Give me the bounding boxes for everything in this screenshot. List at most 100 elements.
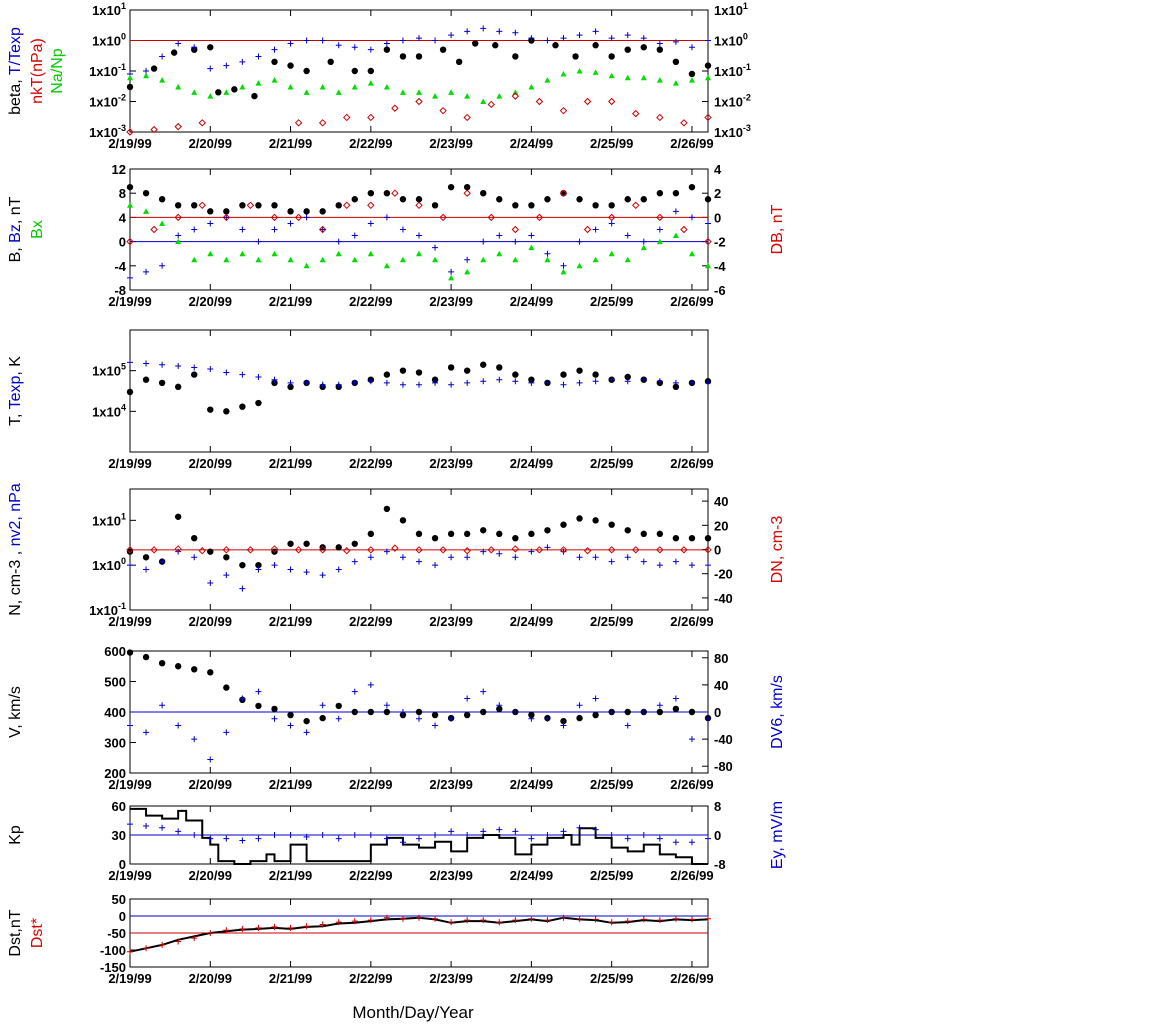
data-point — [319, 381, 326, 388]
data-point — [688, 839, 695, 846]
data-point — [415, 53, 423, 60]
data-point — [656, 708, 664, 716]
data-point — [432, 256, 439, 263]
series-line — [130, 807, 708, 865]
data-point — [207, 835, 214, 842]
data-point — [656, 213, 664, 222]
data-point — [239, 837, 246, 844]
data-point — [447, 530, 455, 538]
y-tick-label: 1x100 — [92, 32, 126, 49]
panel-beta: 2/19/99 2/20/99 2/21/99 2/22/99 2/23/99 2/24/… — [7, 9, 714, 151]
x-tick-label: 2/21/99 — [269, 136, 312, 151]
series-triangle — [127, 202, 711, 281]
data-point — [399, 89, 406, 95]
data-point — [463, 189, 471, 197]
data-point — [127, 722, 133, 729]
data-point — [239, 58, 246, 65]
right-axis-label: DN, cm-3 — [769, 516, 786, 584]
x-tick-label: 2/20/99 — [189, 456, 232, 471]
data-point — [351, 558, 358, 565]
data-point — [560, 381, 567, 388]
data-point — [415, 196, 423, 203]
data-point — [335, 715, 342, 722]
data-point — [688, 70, 696, 78]
x-tick-label: 2/26/99 — [670, 456, 713, 471]
data-point — [576, 68, 583, 74]
data-point — [487, 546, 495, 554]
data-point — [150, 225, 158, 234]
data-point — [544, 832, 551, 838]
data-point — [239, 202, 246, 209]
data-point — [487, 100, 495, 109]
x-tick-label: 2/24/99 — [510, 136, 553, 151]
right-y-tick-label: 1x10-3 — [714, 123, 751, 140]
y-tick-label: -150 — [100, 960, 126, 975]
data-point — [656, 702, 663, 709]
series-diamond — [126, 189, 712, 246]
data-point — [367, 46, 374, 53]
data-point — [672, 915, 679, 922]
data-point — [640, 558, 647, 565]
data-point — [704, 237, 712, 246]
data-point — [231, 86, 238, 93]
x-tick-label: 2/22/99 — [349, 868, 392, 883]
series-plus — [127, 544, 711, 592]
data-point — [592, 69, 599, 75]
data-point — [159, 361, 166, 368]
data-point — [560, 521, 567, 528]
data-point — [463, 530, 471, 538]
data-point — [319, 572, 326, 579]
data-point — [255, 373, 262, 380]
data-point — [608, 72, 615, 79]
right-y-tick-label: 1x101 — [714, 1, 748, 18]
data-point — [528, 83, 535, 90]
data-point — [271, 250, 278, 257]
data-point — [158, 196, 166, 203]
data-point — [680, 119, 688, 127]
data-point — [447, 183, 455, 191]
data-point — [607, 546, 616, 554]
x-tick-label: 2/21/99 — [269, 971, 312, 986]
data-point — [672, 839, 679, 846]
x-tick-label: 2/22/99 — [349, 971, 392, 986]
data-point — [175, 828, 182, 835]
data-point — [544, 77, 551, 83]
panel-magnetic-field: 2/19/99 2/20/99 2/21/99 2/22/99 2/23/99 2/24/… — [7, 168, 786, 309]
data-point — [624, 32, 631, 39]
data-point — [287, 83, 294, 90]
data-point — [287, 924, 294, 931]
data-point — [223, 729, 230, 736]
data-point — [239, 925, 246, 932]
data-point — [704, 196, 712, 203]
data-point — [416, 381, 422, 388]
data-point — [528, 530, 535, 538]
data-point — [175, 722, 182, 729]
data-point — [143, 268, 150, 275]
x-tick-label: 2/25/99 — [590, 971, 633, 986]
data-point — [640, 238, 647, 245]
data-point — [255, 924, 262, 931]
data-point — [207, 406, 214, 413]
data-point — [608, 250, 615, 257]
data-point — [143, 729, 150, 736]
data-point — [383, 40, 390, 47]
data-point — [592, 711, 599, 719]
data-point — [351, 83, 358, 90]
data-point — [383, 371, 391, 378]
data-point — [688, 250, 695, 257]
data-point — [223, 572, 230, 579]
data-point — [319, 832, 326, 838]
data-point — [191, 534, 198, 542]
data-point — [351, 918, 358, 925]
data-point — [496, 376, 503, 383]
x-tick-label: 2/23/99 — [429, 294, 472, 309]
data-point — [191, 89, 198, 95]
data-point — [705, 835, 711, 842]
x-tick-label: 2/19/99 — [108, 456, 151, 471]
data-point — [239, 83, 246, 90]
data-point — [480, 361, 487, 368]
y-tick-label: 1x101 — [92, 511, 126, 528]
y-tick-label: -8 — [114, 283, 126, 298]
data-point — [303, 67, 310, 75]
data-point — [672, 695, 679, 702]
